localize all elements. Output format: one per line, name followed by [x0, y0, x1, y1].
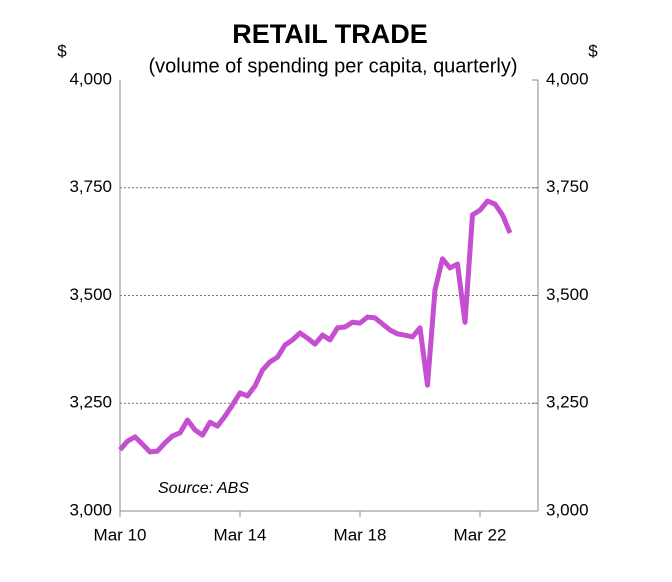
chart-subtitle: (volume of spending per capita, quarterl… — [148, 55, 517, 77]
x-tick-label: Mar 18 — [334, 525, 387, 544]
y-tick-label: 3,750 — [69, 177, 112, 196]
y2-tick-label: 4,000 — [546, 69, 589, 88]
y-tick-label: 3,250 — [69, 393, 112, 412]
source-note: Source: ABS — [158, 480, 249, 497]
y2-tick-label: 3,750 — [546, 177, 589, 196]
y2-tick-label: 3,500 — [546, 285, 589, 304]
y-tick-label: 3,500 — [69, 285, 112, 304]
x-tick-label: Mar 10 — [94, 525, 147, 544]
y-tick-label: 4,000 — [69, 69, 112, 88]
x-tick-label: Mar 14 — [214, 525, 267, 544]
y-unit-left: $ — [57, 41, 67, 60]
y-tick-label: 3,000 — [69, 500, 112, 519]
y2-tick-label: 3,250 — [546, 393, 589, 412]
data-line — [118, 198, 513, 455]
x-tick-label: Mar 22 — [454, 525, 507, 544]
y-unit-right: $ — [588, 41, 598, 60]
chart-title: RETAIL TRADE — [232, 19, 428, 49]
y2-tick-label: 3,000 — [546, 500, 589, 519]
